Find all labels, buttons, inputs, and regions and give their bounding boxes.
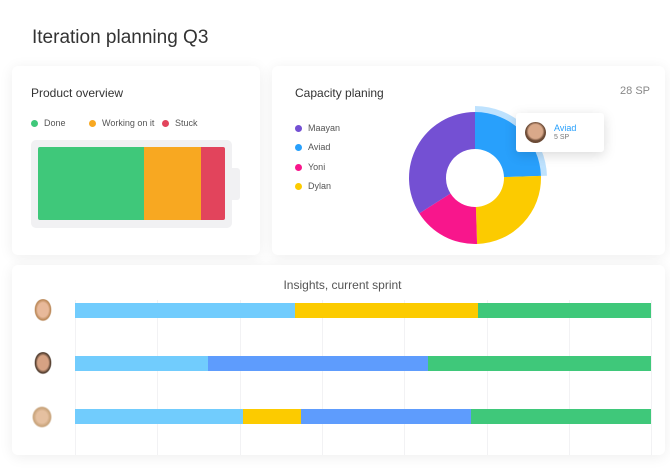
bar-segment[interactable] (295, 303, 479, 318)
grid-line (321, 300, 323, 455)
tooltip-value: 5 SP (554, 134, 570, 141)
capacity-donut-chart (409, 106, 547, 245)
grid-line (75, 300, 76, 455)
legend-dylan: Dylan (295, 181, 331, 191)
legend-dot (295, 182, 302, 190)
grid-line (404, 300, 406, 455)
legend-label: Dylan (308, 181, 332, 191)
legend-aviad: Aviad (295, 142, 330, 152)
bar-segment[interactable] (428, 356, 651, 371)
bar-segment[interactable] (208, 356, 429, 371)
legend-dot (162, 119, 169, 127)
bar-segment[interactable] (471, 409, 651, 424)
legend-yoni: Yoni (295, 162, 325, 172)
donut-slice-dylan[interactable] (475, 175, 541, 244)
tooltip: Aviad 5 SP (516, 113, 604, 152)
bar-segment[interactable] (243, 409, 302, 424)
battery-segment-done (38, 147, 145, 220)
legend-dot (31, 119, 38, 127)
bar-segment[interactable] (301, 409, 472, 424)
sprint-bar (75, 303, 651, 318)
grid-line (651, 300, 653, 455)
battery-progress (38, 147, 225, 220)
grid-line (568, 300, 570, 455)
battery-segment-stuck (201, 147, 225, 220)
donut-slice-yoni[interactable] (419, 193, 478, 245)
grid-line (486, 300, 488, 455)
card-title: Capacity planing (295, 86, 384, 100)
legend-maayan: Maayan (295, 123, 340, 133)
legend-dot (295, 124, 302, 132)
grid-line (157, 300, 159, 455)
page-title: Iteration planning Q3 (32, 27, 209, 48)
avatar (33, 299, 53, 323)
bar-segment[interactable] (75, 409, 244, 424)
legend-working: Working on it (89, 118, 154, 128)
capacity-card: Capacity planing 28 SP Maayan Aviad Yoni… (272, 66, 665, 255)
sprint-bar (75, 409, 651, 424)
tooltip-name: Aviad (554, 123, 577, 133)
legend-label: Working on it (102, 118, 155, 128)
total-sp: 28 SP (620, 85, 650, 97)
sprint-bar (75, 356, 651, 371)
insights-card: Insights, current sprint (12, 265, 665, 455)
product-overview-card: Product overview Done Working on it Stuc… (12, 66, 260, 255)
legend-label: Maayan (308, 123, 341, 133)
card-title: Insights, current sprint (283, 278, 402, 292)
legend-label: Done (44, 118, 66, 128)
avatar (33, 352, 53, 376)
legend-label: Stuck (175, 118, 198, 128)
bar-segment[interactable] (75, 303, 296, 318)
card-title: Product overview (31, 86, 124, 100)
avatar (31, 405, 53, 429)
grid-line (239, 300, 241, 455)
legend-done: Done (31, 118, 66, 128)
bar-segment[interactable] (478, 303, 651, 318)
legend-dot (295, 143, 302, 151)
donut-slice-maayan[interactable] (409, 112, 475, 214)
donut-slice-aviad[interactable] (475, 112, 541, 178)
battery-tip (232, 168, 240, 200)
legend-dot (295, 163, 302, 171)
avatar (525, 122, 546, 143)
legend-label: Yoni (308, 162, 326, 172)
bar-segment[interactable] (75, 356, 209, 371)
legend-stuck: Stuck (162, 118, 198, 128)
legend-label: Aviad (308, 142, 331, 152)
legend-dot (89, 119, 96, 127)
battery-segment-working-on-it (144, 147, 202, 220)
